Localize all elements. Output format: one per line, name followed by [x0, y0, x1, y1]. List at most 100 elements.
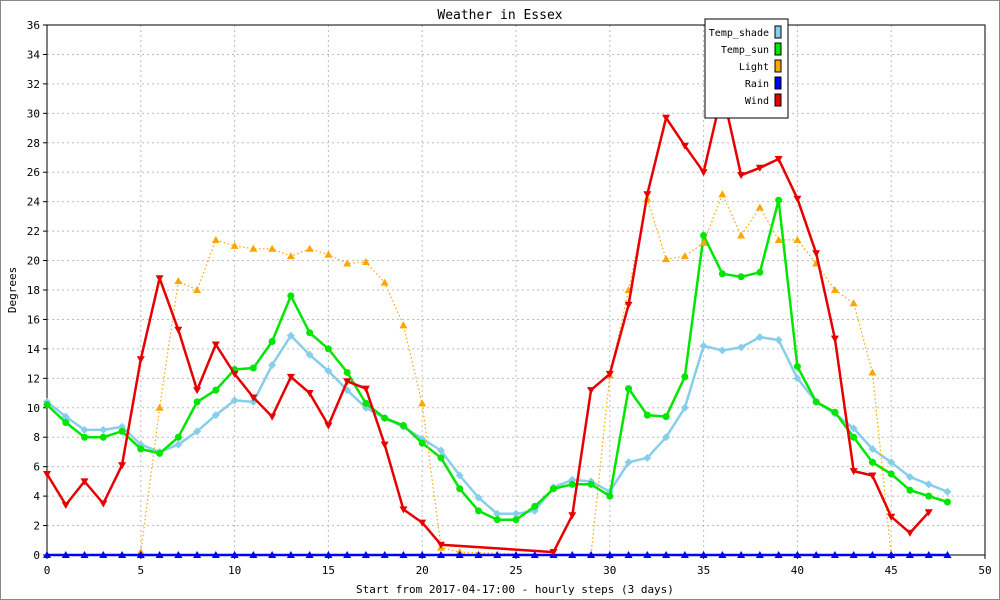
data-point-temp-shade	[868, 445, 877, 453]
data-point-rain	[718, 551, 727, 558]
data-point-wind	[418, 519, 427, 527]
data-point-rain	[793, 551, 802, 558]
data-point-temp-sun	[137, 445, 145, 453]
data-point-temp-shade	[943, 487, 952, 496]
data-point-light	[830, 286, 839, 293]
data-point-wind	[136, 356, 145, 364]
data-point-temp-shade	[305, 350, 314, 359]
data-point-temp-sun	[850, 433, 858, 441]
legend-label-rain: Rain	[745, 79, 769, 90]
data-point-wind	[193, 387, 202, 395]
data-point-rain	[211, 551, 220, 558]
data-point-rain	[418, 551, 427, 558]
data-point-rain	[774, 551, 783, 558]
data-point-temp-sun	[943, 498, 951, 506]
legend-label-wind: Wind	[745, 96, 769, 107]
y-tick-label: 6	[33, 461, 40, 474]
data-point-wind	[905, 529, 914, 537]
data-point-temp-shade	[887, 458, 896, 467]
series-wind	[43, 88, 933, 557]
data-point-wind	[99, 500, 108, 508]
legend-box	[704, 18, 789, 119]
data-point-temp-sun	[643, 411, 651, 419]
data-point-light	[174, 277, 183, 285]
data-point-light	[324, 250, 333, 258]
chart-title: Weather in Essex	[437, 8, 562, 23]
data-point-temp-sun	[681, 373, 689, 381]
y-tick-label: 4	[33, 490, 40, 503]
data-point-wind	[587, 387, 596, 395]
data-point-rain	[605, 551, 614, 558]
data-point-temp-sun	[625, 385, 633, 393]
data-point-temp-sun	[737, 273, 745, 281]
data-point-wind	[305, 390, 314, 398]
x-tick-label: 20	[416, 564, 429, 577]
data-point-wind	[436, 541, 445, 549]
legend-label-light: Light	[739, 62, 769, 73]
data-point-light	[718, 190, 727, 198]
data-point-temp-sun	[662, 413, 670, 421]
series-rain	[43, 551, 952, 558]
legend-swatch-temp-shade	[774, 25, 782, 39]
data-point-temp-sun	[812, 398, 820, 406]
data-point-rain	[43, 551, 51, 558]
data-point-temp-shade	[643, 453, 652, 462]
data-point-temp-shade	[905, 472, 914, 481]
data-point-temp-sun	[831, 408, 839, 416]
x-tick-label: 40	[791, 564, 804, 577]
data-point-temp-sun	[456, 485, 464, 493]
data-point-rain	[812, 551, 821, 558]
data-point-temp-sun	[587, 480, 595, 488]
y-tick-label: 22	[27, 225, 40, 238]
data-point-wind	[549, 549, 558, 557]
data-point-temp-sun	[474, 507, 482, 515]
data-point-temp-shade	[455, 471, 464, 480]
data-point-rain	[361, 551, 370, 558]
data-point-temp-sun	[156, 449, 164, 457]
data-point-temp-sun	[43, 401, 51, 409]
data-point-rain	[512, 551, 520, 558]
x-tick-label: 0	[44, 564, 51, 577]
y-tick-label: 26	[27, 166, 40, 179]
data-point-wind	[286, 373, 295, 381]
x-tick-label: 25	[509, 564, 522, 577]
data-point-temp-shade	[230, 396, 239, 405]
data-point-temp-shade	[324, 366, 333, 375]
data-point-temp-sun	[531, 502, 539, 510]
data-point-rain	[699, 551, 708, 558]
x-tick-label: 35	[697, 564, 710, 577]
data-point-rain	[343, 551, 352, 558]
data-point-temp-sun	[381, 414, 389, 422]
data-point-wind	[755, 164, 764, 172]
x-tick-label: 50	[978, 564, 991, 577]
data-point-temp-sun	[287, 292, 295, 300]
data-point-temp-sun	[212, 386, 220, 394]
x-tick-label: 5	[137, 564, 144, 577]
data-point-rain	[943, 551, 952, 558]
y-tick-label: 34	[27, 48, 41, 61]
data-point-temp-shade	[268, 361, 277, 370]
data-point-temp-shade	[474, 493, 483, 502]
data-point-temp-sun	[399, 421, 407, 429]
data-point-temp-shade	[80, 425, 89, 434]
legend-label-temp-sun: Temp_sun	[721, 45, 769, 56]
x-tick-label: 10	[228, 564, 241, 577]
y-tick-label: 30	[27, 107, 40, 120]
data-point-rain	[587, 551, 596, 558]
data-point-rain	[737, 551, 746, 558]
legend-swatch-wind	[774, 93, 782, 107]
y-tick-label: 14	[27, 343, 41, 356]
data-point-rain	[887, 551, 896, 558]
data-point-wind	[624, 301, 633, 309]
y-tick-label: 2	[33, 520, 40, 533]
data-point-wind	[249, 394, 258, 402]
data-point-rain	[436, 551, 445, 558]
data-point-temp-shade	[849, 424, 858, 433]
data-point-rain	[380, 551, 389, 558]
data-point-rain	[474, 551, 483, 558]
data-point-rain	[174, 551, 183, 558]
data-point-light	[774, 235, 783, 243]
data-point-temp-sun	[99, 433, 107, 441]
data-point-light	[268, 244, 277, 252]
